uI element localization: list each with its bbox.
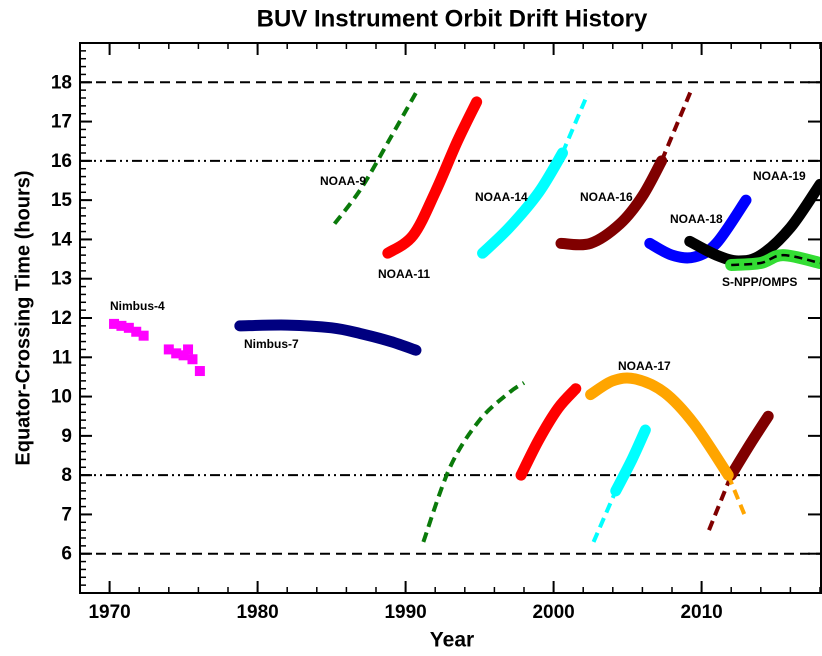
y-tick-label: 17	[51, 112, 72, 133]
series-label: S-NPP/OMPS	[722, 275, 797, 289]
point	[131, 326, 142, 337]
point	[138, 330, 149, 341]
x-tick-label: 1990	[384, 602, 426, 623]
series-line	[644, 194, 752, 264]
y-tick-label: 10	[51, 387, 72, 408]
point	[109, 318, 120, 329]
series-band-center	[731, 253, 820, 267]
series-line	[707, 474, 734, 531]
plot-frame	[79, 42, 822, 594]
point	[163, 344, 174, 355]
y-tick-label: 9	[61, 426, 72, 447]
series-line	[477, 147, 568, 259]
series-label: NOAA-11	[378, 267, 430, 281]
series-label: NOAA-17	[618, 359, 671, 373]
series-line	[555, 155, 668, 251]
y-tick-label: 13	[51, 269, 72, 290]
series-line	[421, 381, 526, 543]
y-tick-label: 7	[61, 504, 72, 525]
series-line	[234, 319, 422, 356]
y-tick-label: 14	[51, 229, 73, 250]
x-tick-label: 2000	[532, 602, 574, 623]
series-line	[591, 490, 618, 543]
point	[194, 366, 205, 377]
series-label: NOAA-16	[580, 190, 633, 204]
y-tick-label: 15	[51, 190, 73, 211]
series-line	[560, 93, 590, 154]
y-tick-label: 16	[51, 151, 72, 172]
series-line	[515, 383, 582, 481]
x-tick-label: 2010	[680, 602, 722, 623]
point	[178, 350, 189, 361]
y-tick-label: 6	[61, 544, 72, 565]
point	[171, 348, 182, 359]
series-label: NOAA-18	[670, 212, 723, 226]
y-tick-label: 18	[51, 72, 72, 93]
y-axis-label: Equator-Crossing Time (hours)	[12, 170, 34, 465]
y-tick-label: 8	[61, 465, 72, 486]
series-label: NOAA-14	[475, 190, 528, 204]
point	[183, 344, 194, 355]
series-label: NOAA-19	[753, 169, 806, 183]
point	[123, 322, 134, 333]
series-line	[332, 89, 420, 225]
series-label: Nimbus-4	[110, 299, 165, 313]
x-axis-label: Year	[430, 629, 474, 652]
series-line	[585, 372, 734, 481]
x-tick-label: 1980	[236, 602, 278, 623]
y-tick-label: 11	[52, 347, 73, 368]
series-line	[726, 474, 748, 520]
series-label: NOAA-9	[320, 174, 366, 188]
chart-title: BUV Instrument Orbit Drift History	[257, 5, 648, 32]
point	[116, 320, 127, 331]
x-tick-label: 1970	[88, 602, 130, 623]
series-line	[725, 410, 774, 481]
point	[187, 354, 198, 365]
series-label: Nimbus-7	[244, 337, 299, 351]
series-line	[382, 96, 483, 259]
y-tick-label: 12	[51, 308, 72, 329]
series-line	[610, 424, 651, 497]
series-line	[659, 89, 694, 162]
